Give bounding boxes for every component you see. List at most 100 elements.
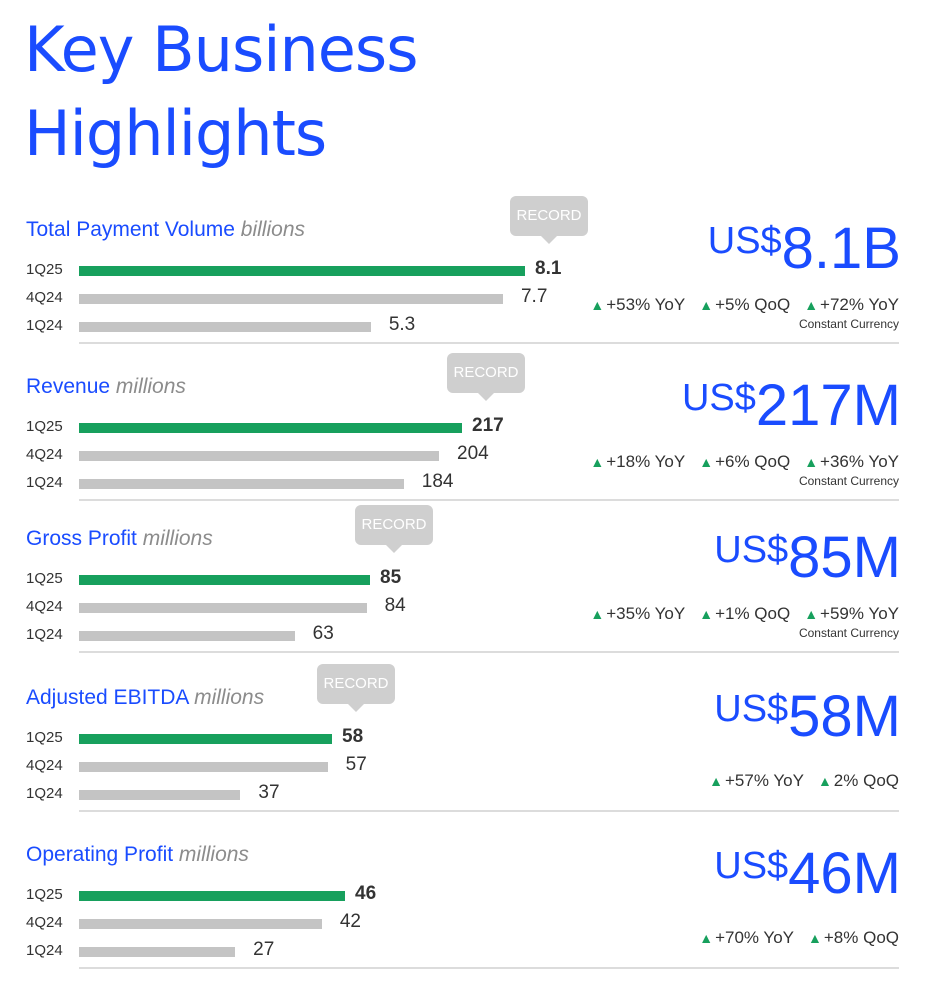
category-tick-label: 1Q24 <box>26 317 63 334</box>
growth-metrics: ▲ +70% YoY ▲ +8% QoQ <box>699 928 899 948</box>
bar-value-label: 57 <box>345 754 367 775</box>
category-tick-label: 4Q24 <box>26 914 63 931</box>
headline-value: 8.1B <box>781 216 901 281</box>
category-tick-label: 1Q25 <box>26 261 63 278</box>
up-arrow-icon: ▲ <box>709 773 723 789</box>
growth-metric-text: +18% YoY <box>606 452 686 471</box>
bar-value-label: 204 <box>457 443 489 464</box>
category-tick-label: 1Q24 <box>26 626 63 643</box>
up-arrow-icon: ▲ <box>590 454 605 470</box>
bar-prior-quarter <box>79 919 322 929</box>
bar-prior-quarter <box>79 603 367 613</box>
record-badge: RECORD <box>510 196 588 244</box>
bar-prior-quarter <box>79 479 404 489</box>
up-arrow-icon: ▲ <box>804 606 819 622</box>
headline-value: 46M <box>788 841 901 906</box>
chart-title-text: Gross Profit <box>26 527 137 550</box>
growth-metric: ▲ +8% QoQ <box>808 928 899 948</box>
bar-value-label: 27 <box>253 939 275 960</box>
up-arrow-icon: ▲ <box>808 930 822 946</box>
currency-label: US$ <box>714 845 789 887</box>
bar-value-label: 37 <box>258 782 280 803</box>
chart-unit-label: billions <box>240 218 305 241</box>
headline-amount: US$85M <box>714 529 901 587</box>
headline-value: 85M <box>788 525 901 590</box>
constant-currency-note: Constant Currency <box>798 474 899 488</box>
up-arrow-icon: ▲ <box>699 930 714 946</box>
growth-metric: ▲ +53% YoY <box>590 295 685 315</box>
growth-metric: ▲ +1% QoQ <box>699 604 790 624</box>
chart-title: Adjusted EBITDA millions <box>26 686 264 710</box>
growth-metric-text: +36% YoY <box>820 452 899 471</box>
chart-unit-label: millions <box>194 686 265 709</box>
headline-amount: US$8.1B <box>708 220 901 278</box>
currency-label: US$ <box>714 688 789 730</box>
growth-metric-text: +53% YoY <box>606 295 686 314</box>
bar-prior-quarter <box>79 322 371 332</box>
bar-prior-quarter <box>79 294 503 304</box>
headline-value: 217M <box>755 373 901 438</box>
growth-metric-text: 2% QoQ <box>833 771 899 790</box>
growth-metric-text: +70% YoY <box>715 928 795 947</box>
growth-metric-text: +1% QoQ <box>715 604 791 623</box>
bar-value-label: 85 <box>380 567 402 588</box>
chart-section: Gross Profit millions 1Q25 85 4Q24 84 1Q24 63 R… <box>0 505 937 677</box>
growth-metric-text: +35% YoY <box>606 604 686 623</box>
currency-label: US$ <box>681 377 756 419</box>
bar-value-label: 5.3 <box>388 314 416 335</box>
growth-metric: ▲ +72% YoY <box>804 295 899 315</box>
chart-title-text: Total Payment Volume <box>26 218 235 241</box>
growth-metric: ▲ +18% YoY <box>590 452 685 472</box>
chart-title: Gross Profit millions <box>26 527 213 551</box>
bar-value-label: 46 <box>355 883 377 904</box>
bar-prior-quarter <box>79 631 295 641</box>
constant-currency-note: Constant Currency <box>798 317 899 331</box>
currency-label: US$ <box>714 529 789 571</box>
growth-metric: ▲ +57% YoY <box>709 771 804 791</box>
bar-value-label: 8.1 <box>535 258 562 279</box>
growth-metrics: ▲ +35% YoY ▲ +1% QoQ ▲ +59% YoY <box>590 604 899 624</box>
page-title-line2: Highlights <box>24 97 327 170</box>
record-badge: RECORD <box>317 664 395 712</box>
growth-metrics: ▲ +57% YoY ▲ 2% QoQ <box>709 771 899 791</box>
growth-metric: ▲ +59% YoY <box>804 604 899 624</box>
section-divider <box>79 967 899 969</box>
section-divider <box>79 499 899 501</box>
growth-metric: ▲ +70% YoY <box>699 928 794 948</box>
growth-metric: ▲ 2% QoQ <box>818 771 899 791</box>
section-divider <box>79 810 899 812</box>
growth-metrics: ▲ +18% YoY ▲ +6% QoQ ▲ +36% YoY <box>590 452 899 472</box>
chart-section: Adjusted EBITDA millions 1Q25 58 4Q24 57 1Q24… <box>0 664 937 836</box>
chart-title-text: Adjusted EBITDA <box>26 686 189 709</box>
up-arrow-icon: ▲ <box>590 606 605 622</box>
chart-unit-label: millions <box>178 843 249 866</box>
growth-metric: ▲ +6% QoQ <box>699 452 790 472</box>
bar-value-label: 63 <box>312 623 334 644</box>
bar-current-quarter <box>79 891 345 901</box>
up-arrow-icon: ▲ <box>804 297 819 313</box>
record-badge: RECORD <box>447 353 525 401</box>
category-tick-label: 1Q25 <box>26 729 63 746</box>
growth-metric: ▲ +36% YoY <box>804 452 899 472</box>
bar-value-label: 42 <box>339 911 361 932</box>
category-tick-label: 1Q25 <box>26 418 63 435</box>
up-arrow-icon: ▲ <box>699 454 714 470</box>
up-arrow-icon: ▲ <box>817 773 832 789</box>
headline-amount: US$217M <box>682 377 901 435</box>
chart-title-text: Revenue <box>26 375 111 398</box>
growth-metric-text: +59% YoY <box>820 604 899 623</box>
chart-unit-label: millions <box>115 375 186 398</box>
bar-value-label: 84 <box>384 595 406 616</box>
category-tick-label: 1Q24 <box>26 942 63 959</box>
chart-title: Revenue millions <box>26 375 186 399</box>
page-title-line1: Key Business <box>24 13 419 86</box>
bar-current-quarter <box>79 734 332 744</box>
growth-metric: ▲ +35% YoY <box>590 604 685 624</box>
category-tick-label: 4Q24 <box>26 289 63 306</box>
bar-prior-quarter <box>79 451 440 461</box>
bar-prior-quarter <box>79 947 236 957</box>
bar-value-label: 217 <box>472 415 504 436</box>
growth-metric-text: +57% YoY <box>724 771 804 790</box>
category-tick-label: 1Q24 <box>26 474 63 491</box>
growth-metric: ▲ +5% QoQ <box>699 295 790 315</box>
